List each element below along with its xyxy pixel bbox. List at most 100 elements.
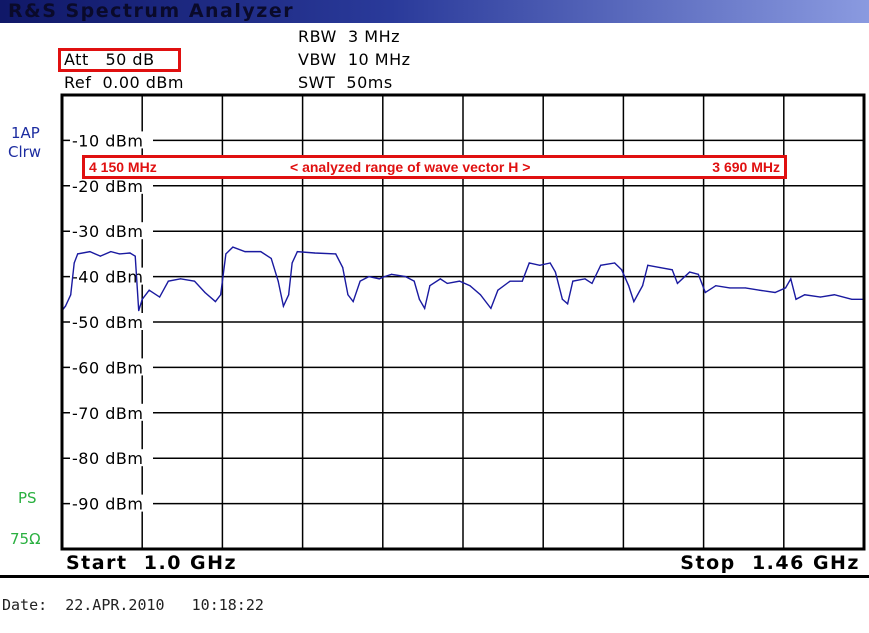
window-title: R&S Spectrum Analyzer: [8, 0, 295, 22]
y-tick-label: -80 dBm: [72, 449, 143, 468]
trace-point: [270, 257, 272, 260]
trace-point: [689, 271, 691, 273]
trace-point: [335, 253, 337, 255]
trace-point: [404, 276, 407, 278]
sweep-time-setting: SWT 50ms: [298, 73, 393, 92]
trace-point: [89, 251, 91, 253]
trace-point: [359, 280, 361, 282]
trace-point: [314, 252, 316, 254]
trace-point: [220, 294, 222, 296]
title-bar: R&S Spectrum Analyzer: [0, 0, 869, 23]
trace-point: [118, 253, 121, 255]
tick-label-background: [70, 358, 153, 376]
trace-point: [628, 285, 630, 287]
trace-point: [378, 278, 380, 280]
trace-point: [73, 262, 75, 264]
trace-point: [347, 294, 349, 296]
trace-point: [288, 294, 290, 296]
trace-point: [567, 303, 569, 305]
trace-point: [225, 253, 227, 255]
trace-point: [439, 278, 441, 280]
trace-point: [277, 280, 279, 282]
trace-point: [790, 278, 792, 280]
range-start-label: 4 150 MHz: [89, 159, 157, 175]
trace-point: [342, 266, 344, 269]
trace-point: [704, 291, 706, 294]
trace-point: [497, 289, 499, 291]
trace-point: [614, 262, 616, 264]
y-tick-label: -40 dBm: [72, 268, 143, 287]
trace-point: [774, 291, 776, 294]
y-tick-label: -30 dBm: [72, 222, 143, 241]
trace-point: [296, 251, 298, 253]
trace-point: [490, 307, 492, 309]
trace-point: [429, 285, 431, 287]
trace-point: [282, 305, 285, 307]
trace-point: [352, 300, 354, 303]
y-tick-label: -50 dBm: [72, 313, 143, 332]
trace-point: [584, 278, 586, 280]
plot-frame: [60, 93, 866, 551]
att-highlight-box: [58, 48, 181, 72]
trace-point: [110, 251, 112, 253]
trace-point: [179, 278, 182, 280]
y-tick-label: -70 dBm: [72, 404, 143, 423]
trace-point: [167, 280, 169, 282]
y-tick-label: -60 dBm: [72, 358, 143, 377]
trace-point: [744, 287, 747, 289]
trace-point: [64, 305, 67, 307]
trace-point: [469, 285, 471, 287]
trace-point: [141, 298, 143, 300]
trace-point: [479, 294, 482, 296]
trace-mode-label: 1AP: [11, 124, 40, 142]
trace-point: [413, 280, 415, 282]
trace-point: [232, 246, 234, 248]
trace-point: [521, 280, 523, 282]
trace-point: [458, 280, 461, 282]
tick-label-background: [70, 222, 153, 240]
trace-point: [697, 273, 699, 275]
trace-point: [715, 285, 717, 287]
trace-point: [418, 298, 421, 300]
impedance-label: 75Ω: [10, 530, 41, 548]
attenuation-setting: Att 50 dB: [64, 50, 155, 69]
trace-point: [99, 255, 101, 257]
y-tick-label: -90 dBm: [72, 495, 143, 514]
trace-point: [129, 252, 131, 254]
ps-label: PS: [18, 489, 37, 507]
tick-label-background: [70, 449, 153, 467]
trace-point: [758, 289, 760, 291]
trace-point: [833, 294, 835, 296]
analyzed-range-annotation: 4 150 MHz < analyzed range of wave vecto…: [82, 155, 787, 179]
spectrum-trace: [61, 246, 864, 312]
trace-clear-label: Clrw: [8, 143, 42, 161]
range-end-label: 3 690 MHz: [712, 159, 780, 175]
start-frequency: Start 1.0 GHz: [66, 552, 238, 574]
tick-label-background: [70, 313, 153, 330]
trace-point: [424, 307, 426, 309]
trace-point: [214, 300, 217, 303]
trace-point: [159, 296, 161, 298]
trace-point: [729, 287, 731, 289]
trace-point: [148, 289, 150, 291]
trace-point: [539, 264, 541, 266]
trace-point: [70, 294, 72, 296]
reference-level-setting: Ref 0.00 dBm: [64, 73, 184, 92]
range-center-label: < analyzed range of wave vector H >: [290, 159, 531, 175]
rbw-setting: RBW 3 MHz: [298, 27, 401, 46]
tick-label-background: [70, 176, 153, 194]
stop-frequency: Stop 1.46 GHz: [680, 552, 860, 574]
trace-point: [291, 262, 293, 264]
trace-point: [446, 282, 448, 285]
tick-label-background: [70, 267, 153, 285]
trace-point: [77, 253, 79, 255]
footer-divider: [0, 575, 869, 578]
trace-point: [851, 298, 853, 300]
trace-point: [795, 298, 797, 300]
trace-point: [676, 282, 679, 285]
trace-point: [819, 296, 822, 298]
trace-point: [784, 287, 787, 289]
tick-label-background: [70, 403, 153, 421]
trace-point: [804, 294, 806, 296]
